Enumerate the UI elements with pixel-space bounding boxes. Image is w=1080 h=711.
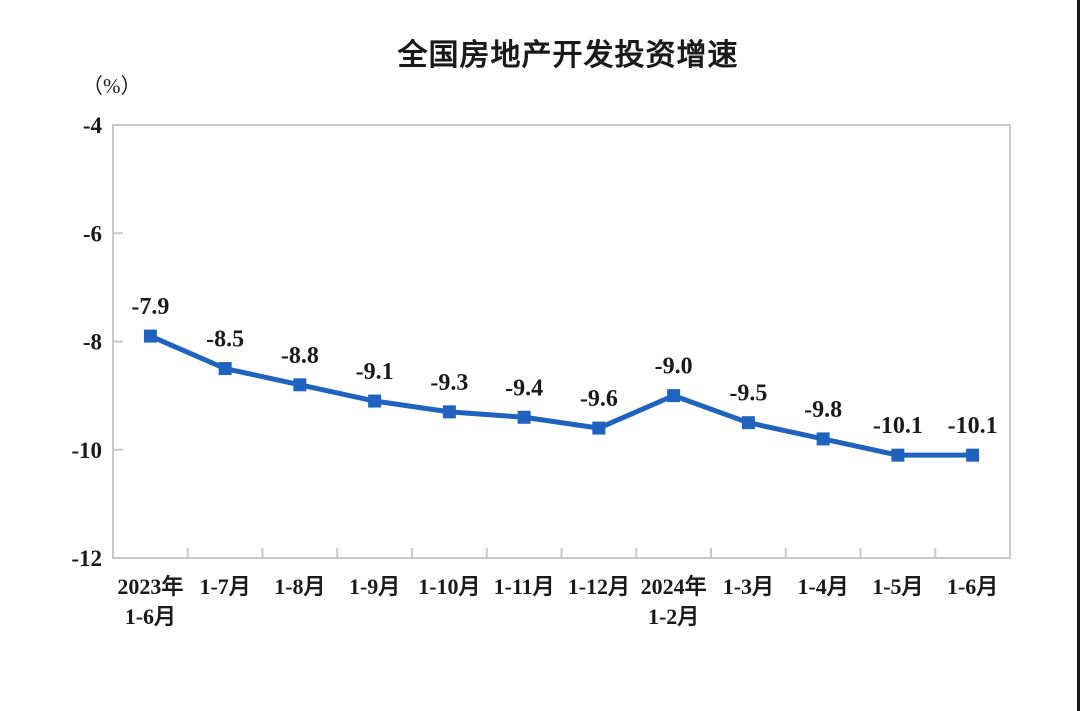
data-point-marker <box>891 448 905 462</box>
data-point-label: -8.8 <box>281 343 319 369</box>
data-point-label: -10.1 <box>948 413 998 439</box>
data-point-marker <box>667 389 681 403</box>
x-axis-tick-label: 1-7月 <box>199 574 250 599</box>
y-axis-tick-label: -12 <box>71 546 102 571</box>
data-point-marker <box>517 410 531 424</box>
data-point-marker <box>592 421 606 435</box>
data-point-marker <box>143 329 157 343</box>
data-point-marker <box>741 416 755 430</box>
data-point-label: -9.5 <box>729 381 767 407</box>
x-axis-tick-label: 1-12月 <box>568 574 630 599</box>
data-point-label: -9.4 <box>505 375 543 401</box>
y-axis-unit-label: （%） <box>82 74 142 98</box>
y-axis-tick-label: -10 <box>71 438 102 463</box>
data-point-label: -7.9 <box>131 294 169 320</box>
x-axis-tick-label: 1-9月 <box>349 574 400 599</box>
data-point-label: -10.1 <box>873 413 923 439</box>
trend-line <box>147 333 976 458</box>
data-point-label: -9.0 <box>655 354 693 380</box>
x-axis-tick-label: 1-3月 <box>723 574 774 599</box>
data-point-label: -9.8 <box>804 397 842 423</box>
data-point-marker <box>368 394 382 408</box>
x-axis-tick-label: 1-8月 <box>274 574 325 599</box>
y-axis-tick-label: -6 <box>83 221 102 246</box>
plot-border <box>112 124 1011 559</box>
y-axis-tick-label: -8 <box>83 330 102 355</box>
x-axis-tick-label: 2023年 1-6月 <box>117 574 183 629</box>
data-point-marker <box>293 378 307 392</box>
x-axis-tick-label: 1-11月 <box>494 574 555 599</box>
x-axis-tick-label: 1-4月 <box>797 574 848 599</box>
x-axis-tick-label: 1-6月 <box>947 574 998 599</box>
x-axis-tick-label: 1-10月 <box>418 574 480 599</box>
data-point-label: -9.3 <box>430 370 468 396</box>
chart-title: 全国房地产开发投资增速 <box>397 39 739 72</box>
data-point-marker <box>442 405 456 419</box>
data-point-marker <box>816 432 830 446</box>
x-axis-tick-label: 1-5月 <box>872 574 923 599</box>
data-point-label: -9.6 <box>580 386 618 412</box>
data-point-label: -8.5 <box>206 327 244 353</box>
y-axis-tick-label: -4 <box>83 113 103 138</box>
screenshot-right-border <box>1077 0 1080 711</box>
data-point-label: -9.1 <box>356 359 394 385</box>
data-point-marker <box>966 448 980 462</box>
x-axis-tick-label: 2024年 1-2月 <box>641 574 707 629</box>
data-point-marker <box>218 362 232 376</box>
